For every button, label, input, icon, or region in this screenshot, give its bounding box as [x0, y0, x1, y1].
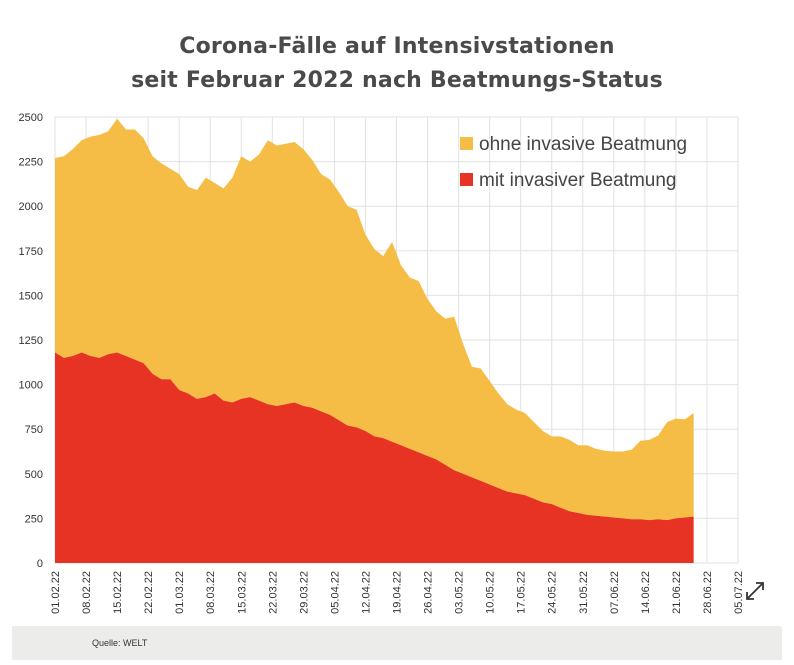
axis-layer: 0 250 500 750 1000 1250 1500 1750 2000 2250 2500 01… — [19, 112, 745, 614]
chart-container: Corona-Fälle auf Intensivstationen seit … — [19, 34, 768, 614]
x-tick-label: 22.02.22 — [143, 571, 155, 614]
y-tick-label: 1250 — [19, 335, 43, 347]
chart-title-line-1: Corona-Fälle auf Intensivstationen — [179, 34, 615, 59]
y-tick-label: 2500 — [19, 112, 43, 124]
source-bar: Quelle: WELT — [12, 626, 782, 660]
x-tick-label: 07.06.22 — [609, 571, 621, 614]
x-tick-label: 28.06.22 — [702, 571, 714, 614]
x-tick-label: 15.03.22 — [236, 571, 248, 614]
legend-swatch — [460, 173, 473, 186]
x-tick-label: 21.06.22 — [671, 571, 683, 614]
y-tick-label: 500 — [25, 469, 43, 481]
x-tick-label: 24.05.22 — [547, 571, 559, 614]
source-label: Quelle: WELT — [92, 638, 148, 648]
area-mit-invasiver-beatmung — [55, 352, 694, 563]
y-tick-label: 2000 — [19, 201, 43, 213]
x-tick-label: 22.03.22 — [267, 571, 279, 614]
y-tick-label: 1750 — [19, 246, 43, 258]
x-tick-label: 05.07.22 — [733, 571, 745, 614]
area-layer — [55, 118, 694, 563]
y-tick-label: 1500 — [19, 290, 43, 302]
x-tick-label: 10.05.22 — [485, 571, 497, 614]
x-tick-label: 05.04.22 — [329, 571, 341, 614]
x-tick-label: 03.05.22 — [454, 571, 466, 614]
y-tick-label: 0 — [37, 558, 43, 570]
y-tick-label: 1000 — [19, 380, 43, 392]
legend: ohne invasive Beatmung mit invasiver Beat… — [460, 134, 687, 191]
area-ohne-invasive-beatmung — [55, 118, 694, 521]
legend-label: ohne invasive Beatmung — [479, 134, 687, 155]
x-tick-label: 17.05.22 — [516, 571, 528, 614]
x-tick-label: 08.02.22 — [81, 571, 93, 614]
y-tick-label: 2250 — [19, 157, 43, 169]
x-tick-label: 29.03.22 — [298, 571, 310, 614]
legend-label: mit invasiver Beatmung — [479, 170, 676, 191]
x-tick-label: 31.05.22 — [578, 571, 590, 614]
x-tick-label: 12.04.22 — [360, 571, 372, 614]
x-tick-label: 01.02.22 — [50, 571, 62, 614]
x-tick-label: 19.04.22 — [392, 571, 404, 614]
area-chart: 0 250 500 750 1000 1250 1500 1750 2000 2250 2500 01… — [19, 112, 745, 614]
y-tick-label: 750 — [25, 424, 43, 436]
x-tick-label: 26.04.22 — [423, 571, 435, 614]
x-tick-label: 01.03.22 — [174, 571, 186, 614]
chart-title-line-2: seit Februar 2022 nach Beatmungs-Status — [131, 68, 663, 93]
x-tick-label: 08.03.22 — [205, 571, 217, 614]
y-tick-label: 250 — [25, 513, 43, 525]
legend-swatch — [460, 137, 473, 150]
x-tick-label: 15.02.22 — [112, 571, 124, 614]
x-tick-label: 14.06.22 — [640, 571, 652, 614]
expand-arrows-icon[interactable] — [742, 578, 768, 604]
